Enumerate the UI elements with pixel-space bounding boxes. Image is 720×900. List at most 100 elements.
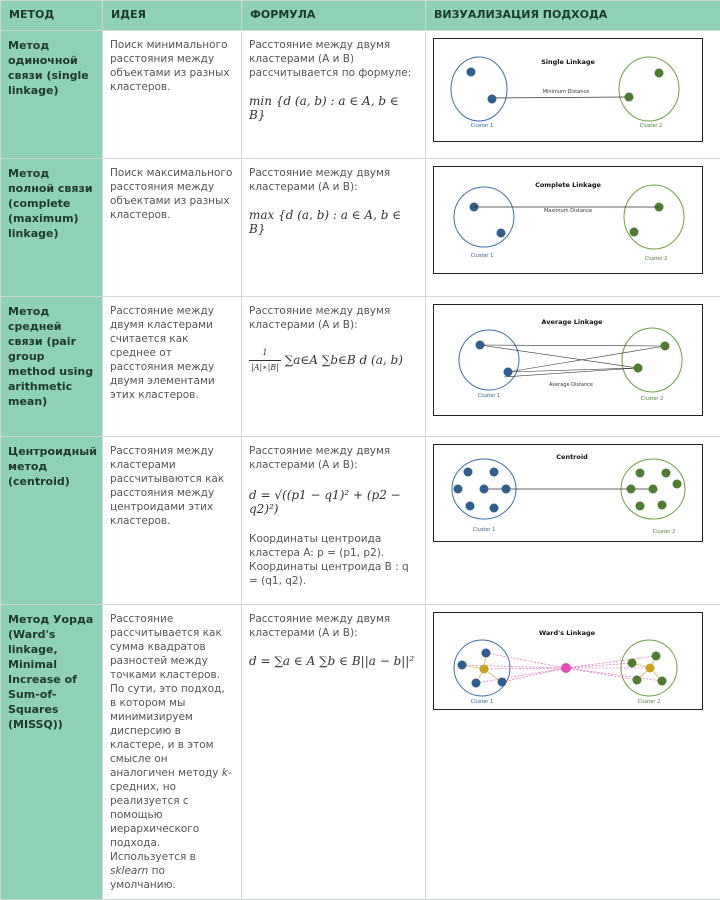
single-linkage-diagram: Single Linkage Minimum Distance Cluster … (433, 38, 703, 142)
idea-cell: Расстояния между кластерами рассчитывают… (103, 437, 242, 605)
point (628, 659, 637, 668)
diagram-title: Ward's Linkage (539, 629, 596, 637)
cluster-1-ellipse (451, 57, 507, 121)
point (636, 502, 645, 511)
header-formula: ФОРМУЛА (242, 1, 426, 31)
formula-text: Расстояние между двумя кластерами (A и B… (249, 612, 418, 640)
formula: max {d (a, b) : a ∈ A, b ∈ B} (249, 208, 418, 236)
formula-text: Расстояние между двумя кластерами (A и B… (249, 304, 418, 332)
point (458, 661, 467, 670)
formula: min {d (a, b) : a ∈ A, b ∈ B} (249, 94, 418, 122)
point (466, 502, 475, 511)
point (497, 229, 506, 238)
point (630, 228, 639, 237)
point (658, 501, 667, 510)
point (467, 68, 476, 77)
distance-label: Average Distance (549, 382, 593, 388)
point (627, 485, 636, 494)
merged-center-point (561, 663, 571, 673)
point (634, 364, 643, 373)
method-cell: Метод полной связи (complete (maximum) l… (1, 159, 103, 297)
centroid-point (646, 664, 655, 673)
point (649, 485, 658, 494)
cluster-2-ellipse (622, 328, 682, 392)
point (490, 504, 499, 513)
point (482, 649, 491, 658)
point (464, 468, 473, 477)
cluster-2-label: Cluster 2 (640, 123, 663, 129)
cluster-1-label: Cluster 1 (478, 393, 501, 399)
header-method: МЕТОД (1, 1, 103, 31)
distance-label: Maximum Distance (544, 208, 592, 214)
cluster-1-label: Cluster 1 (473, 527, 496, 533)
average-linkage-diagram: Average Linkage Average Distance (433, 304, 703, 416)
point (661, 342, 670, 351)
formula-cell: Расстояние между двумя кластерами (A и B… (242, 437, 426, 605)
point (476, 341, 485, 350)
point (498, 678, 507, 687)
idea-cell: Поиск минимального расстояния между объе… (103, 31, 242, 159)
diagram-title: Single Linkage (541, 58, 595, 66)
centroid-point (480, 665, 489, 674)
header-idea: ИДЕЯ (103, 1, 242, 31)
table-row: Метод средней связи (pair group method u… (1, 297, 720, 437)
method-cell: Метод средней связи (pair group method u… (1, 297, 103, 437)
point (652, 652, 661, 661)
visualization-cell: Single Linkage Minimum Distance Cluster … (426, 31, 720, 159)
method-cell: Центроидный метод (centroid) (1, 437, 103, 605)
formula: 1 |A|∗|B| ∑a∈A ∑b∈B d (a, b) (249, 346, 418, 375)
point (472, 679, 481, 688)
point (504, 368, 513, 377)
point (490, 468, 499, 477)
point (502, 485, 511, 494)
method-cell: Метод Уорда (Ward's linkage, Minimal Inc… (1, 605, 103, 900)
table-row: Метод полной связи (complete (maximum) l… (1, 159, 720, 297)
formula-cell: Расстояние между двумя кластерами (A и B… (242, 605, 426, 900)
cluster-1-ellipse (454, 187, 514, 247)
formula-note: Координаты центроида кластера A: p = (p1… (249, 532, 418, 588)
distance-line (496, 97, 625, 98)
point (662, 469, 671, 478)
idea-cell: Расстояние рассчитывается как сумма квад… (103, 605, 242, 900)
formula-cell: Расстояние между двумя кластерами (A и B… (242, 297, 426, 437)
centroid-diagram: Centroid (433, 444, 703, 542)
cluster-1-label: Cluster 1 (471, 699, 494, 705)
point (658, 677, 667, 686)
visualization-cell: Average Linkage Average Distance (426, 297, 720, 437)
cluster-2-label: Cluster 2 (645, 256, 668, 262)
header-visualization: ВИЗУАЛИЗАЦИЯ ПОДХОДА (426, 1, 720, 31)
visualization-cell: Complete Linkage Maximum Distance Cluste… (426, 159, 720, 297)
table-row: Метод Уорда (Ward's linkage, Minimal Inc… (1, 605, 720, 900)
point (636, 469, 645, 478)
cluster-1-label: Cluster 1 (471, 123, 494, 129)
diagram-title: Average Linkage (541, 318, 603, 326)
method-cell: Метод одиночной связи (single linkage) (1, 31, 103, 159)
point (625, 93, 634, 102)
formula-fraction: 1 |A|∗|B| (249, 346, 281, 375)
formula: d = √((p1 − q1)² + (p2 − q2)²) (249, 488, 418, 516)
visualization-cell: Centroid (426, 437, 720, 605)
point (480, 485, 489, 494)
distance-label: Minimum Distance (543, 89, 590, 95)
formula-cell: Расстояние между двумя кластерами (A и B… (242, 31, 426, 159)
idea-cell: Поиск максимального расстояния между объ… (103, 159, 242, 297)
cluster-2-label: Cluster 2 (653, 529, 676, 535)
ward-linkage-diagram: Ward's Linkage (433, 612, 703, 710)
table-row: Центроидный метод (centroid) Расстояния … (1, 437, 720, 605)
point (673, 480, 682, 489)
formula-text: Расстояние между двумя кластерами (A и B… (249, 38, 418, 80)
formula-cell: Расстояние между двумя кластерами (A и B… (242, 159, 426, 297)
point (488, 95, 497, 104)
cluster-2-ellipse (619, 57, 679, 121)
diagram-title: Complete Linkage (535, 181, 601, 189)
header-row: МЕТОД ИДЕЯ ФОРМУЛА ВИЗУАЛИЗАЦИЯ ПОДХОДА (1, 1, 720, 31)
cluster-2-label: Cluster 2 (641, 396, 664, 402)
cluster-2-label: Cluster 2 (638, 699, 661, 705)
cluster-2-ellipse (624, 185, 684, 249)
cluster-1-label: Cluster 1 (471, 253, 494, 259)
cluster-1-ellipse (459, 330, 519, 390)
diagram-title: Centroid (556, 453, 588, 461)
visualization-cell: Ward's Linkage (426, 605, 720, 900)
complete-linkage-diagram: Complete Linkage Maximum Distance Cluste… (433, 166, 703, 274)
